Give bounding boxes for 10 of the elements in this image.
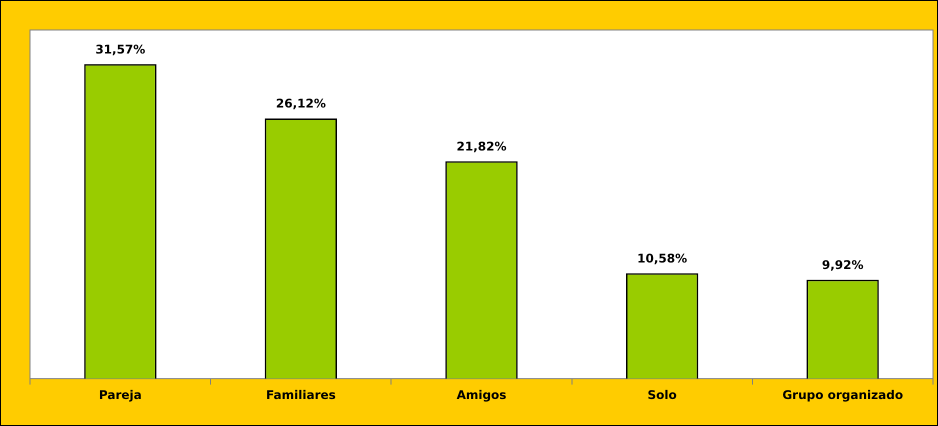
data-label: 9,92% <box>822 258 864 272</box>
data-label: 26,12% <box>276 96 326 111</box>
x-tick-label: Grupo organizado <box>782 388 904 402</box>
x-tick-label: Solo <box>647 388 677 402</box>
x-tick-label: Familiares <box>266 388 336 402</box>
data-label: 10,58% <box>637 251 688 266</box>
data-label: 21,82% <box>456 139 506 154</box>
x-tick-label: Amigos <box>456 388 506 402</box>
data-label: 31,57% <box>95 42 146 56</box>
x-tick-label: Pareja <box>98 388 142 402</box>
